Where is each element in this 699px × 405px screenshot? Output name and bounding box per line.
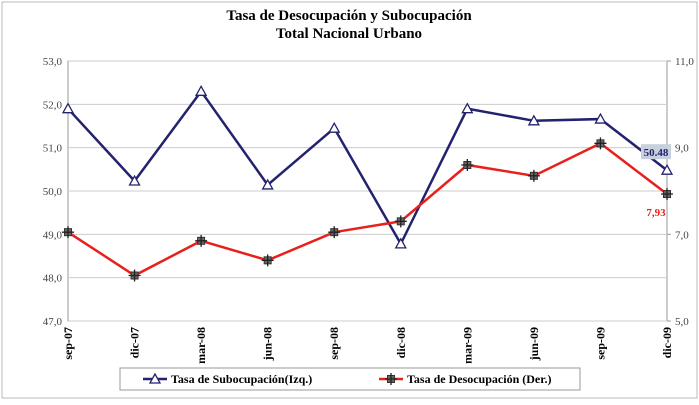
x-tick-label: dic-09 <box>660 327 674 358</box>
value-label-box <box>641 144 671 160</box>
y-tick-label: 49,0 <box>43 229 63 241</box>
line-marker <box>385 373 397 385</box>
y2-tick-label: 11,0 <box>675 56 694 68</box>
x-tick-label: jun-09 <box>527 327 541 361</box>
line-marker <box>527 114 540 126</box>
y2-tick-label: 5,0 <box>675 316 689 328</box>
y-tick-label: 50,0 <box>43 186 63 198</box>
line-marker <box>527 169 540 182</box>
x-tick-label: sep-08 <box>327 327 341 360</box>
line-marker <box>62 226 74 239</box>
x-tick-label: sep-09 <box>593 327 607 360</box>
line-marker <box>128 174 141 186</box>
line-marker <box>261 254 274 267</box>
chart-frame <box>1 1 698 399</box>
x-tick-label: dic-07 <box>128 327 142 358</box>
y-tick-label: 52,0 <box>43 99 63 111</box>
line-marker <box>61 102 75 114</box>
line-marker <box>461 102 474 114</box>
x-tick-label: dic-08 <box>394 327 408 358</box>
line-marker <box>394 215 407 228</box>
y2-tick-label: 7,0 <box>675 229 689 241</box>
line-marker <box>394 237 407 249</box>
y2-tick-label: 9,0 <box>675 143 689 155</box>
line-marker <box>328 226 341 239</box>
line-marker <box>148 372 162 384</box>
y-tick-label: 51,0 <box>43 143 63 155</box>
line-marker <box>594 137 607 150</box>
legend-box <box>119 367 581 391</box>
y-tick-label: 48,0 <box>43 273 63 285</box>
y-tick-label: 47,0 <box>43 316 63 328</box>
value-label: 50.48 <box>644 147 669 159</box>
value-label: 7,93 <box>646 207 666 219</box>
x-tick-label: mar-09 <box>460 327 474 364</box>
chart-subtitle: Total Nacional Urbano <box>276 26 422 42</box>
chart-title: Tasa de Desocupación y Subocupación <box>226 8 472 24</box>
line-marker <box>261 178 274 190</box>
x-tick-label: jun-08 <box>261 327 275 361</box>
line-marker <box>128 269 141 282</box>
legend-label: Tasa de Desocupación (Der.) <box>407 372 551 386</box>
line-marker <box>195 234 208 247</box>
series-line <box>67 141 668 277</box>
line-marker <box>594 112 607 124</box>
y-tick-label: 53,0 <box>43 56 63 68</box>
line-marker <box>195 84 208 96</box>
series-line <box>67 89 668 247</box>
legend-label: Tasa de Subocupación(Izq.) <box>171 372 312 386</box>
line-marker <box>661 188 673 201</box>
x-tick-label: sep-07 <box>61 327 75 360</box>
line-marker <box>461 159 474 171</box>
x-tick-label: mar-08 <box>194 327 208 364</box>
line-marker <box>660 163 674 175</box>
line-marker <box>328 121 341 133</box>
